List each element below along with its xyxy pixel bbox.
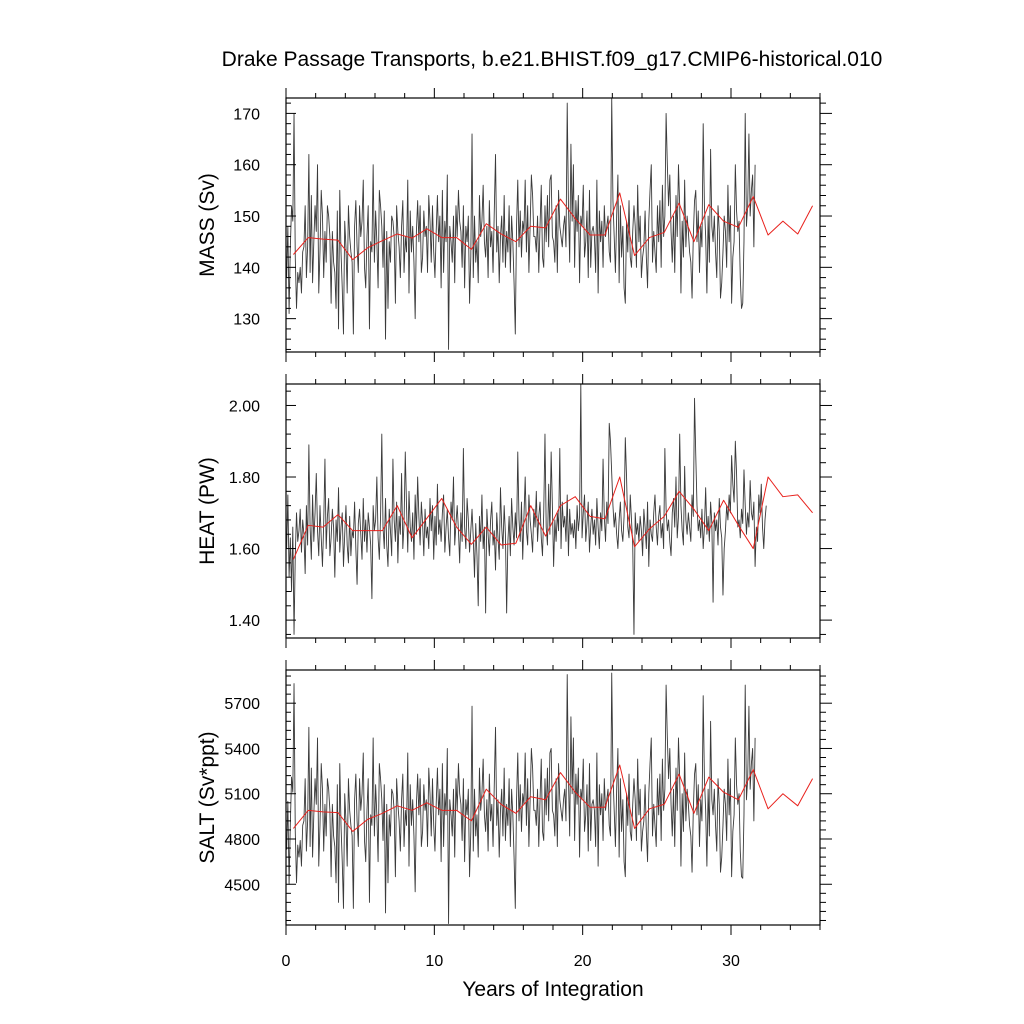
y-tick-label: 1.60: [229, 542, 260, 559]
y-tick-label: 1.80: [229, 470, 260, 487]
chart-title: Drake Passage Transports, b.e21.BHIST.f0…: [222, 48, 883, 71]
y-axis-title: HEAT (PW): [196, 457, 219, 565]
x-tick-labels: 0 10 20 30: [282, 953, 740, 970]
series-annual-line: [293, 192, 814, 261]
x-tick-label: 10: [425, 953, 443, 970]
series-monthly-line: [286, 672, 756, 924]
x-tick-label: 30: [722, 953, 740, 970]
y-tick-label: 4800: [224, 832, 260, 849]
y-tick-label: 160: [233, 158, 260, 175]
y-tick-label: 1.40: [229, 613, 260, 630]
x-tick-label: 0: [282, 953, 291, 970]
x-axis-title: Years of Integration: [462, 978, 643, 1001]
series-monthly-line: [286, 384, 767, 635]
y-tick-label: 5400: [224, 741, 260, 758]
panel-3: 4500 4800 5100 5400 5700 SALT (Sv*ppt): [196, 660, 832, 935]
panel-2: 1.40 1.60 1.80 2.00 HEAT (PW): [196, 374, 832, 648]
series-annual-line: [292, 476, 813, 560]
panel-frame: [285, 383, 821, 639]
y-axis-title: SALT (Sv*ppt): [196, 731, 219, 863]
y-axis-title: MASS (Sv): [196, 173, 219, 277]
x-tick-label: 20: [574, 953, 592, 970]
y-tick-label: 170: [233, 106, 260, 123]
y-tick-label: 2.00: [229, 398, 260, 415]
panels: 130 140 150 160 170 MASS (Sv) 1.40 1.60 1.80 2.00…: [196, 88, 832, 935]
panel-1: 130 140 150 160 170 MASS (Sv): [196, 88, 832, 362]
y-tick-label: 130: [233, 312, 260, 329]
y-tick-label: 5100: [224, 787, 260, 804]
series-monthly-line: [286, 98, 756, 350]
series-annual-line: [293, 764, 814, 832]
y-tick-label: 150: [233, 209, 260, 226]
y-tick-label: 140: [233, 260, 260, 277]
y-tick-label: 4500: [224, 877, 260, 894]
y-tick-label: 5700: [224, 696, 260, 713]
